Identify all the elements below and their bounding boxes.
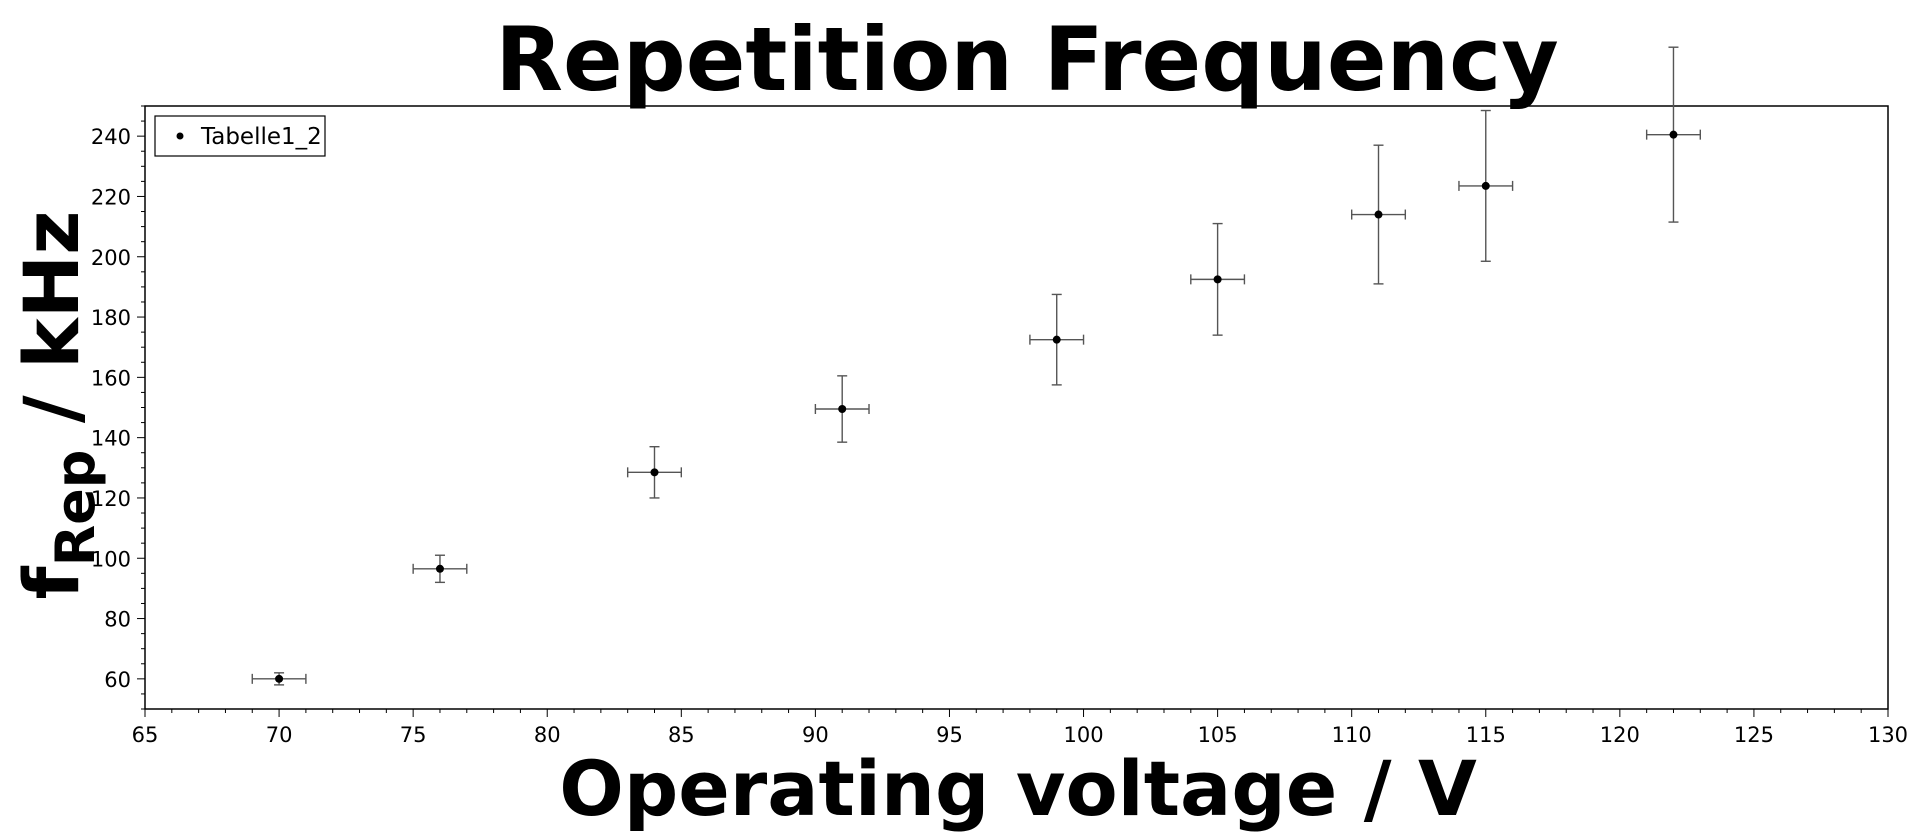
y-tick-label: 200 xyxy=(91,246,131,270)
y-axis-label: fRep / kHz xyxy=(7,211,107,600)
y-tick-label: 140 xyxy=(91,427,131,451)
data-point xyxy=(1190,222,1246,336)
y-axis-label-sub: Rep xyxy=(44,450,107,567)
plot-border xyxy=(144,105,1889,710)
x-tick-label: 105 xyxy=(1198,723,1238,747)
x-tick-label: 65 xyxy=(132,723,159,747)
data-point xyxy=(814,375,870,443)
x-tick-label: 85 xyxy=(668,723,695,747)
data-point xyxy=(412,554,468,584)
point-marker xyxy=(1374,210,1383,219)
data-points xyxy=(251,46,1701,686)
y-axis-label-main: f xyxy=(7,566,96,600)
x-tick-label: 110 xyxy=(1332,723,1372,747)
data-point xyxy=(1645,46,1701,223)
y-tick-label: 180 xyxy=(91,306,131,330)
x-tick-label: 100 xyxy=(1063,723,1103,747)
y-tick-label: 220 xyxy=(91,185,131,209)
x-tick-label: 70 xyxy=(266,723,293,747)
y-tick-label: 160 xyxy=(91,366,131,390)
y-tick-label: 120 xyxy=(91,487,131,511)
legend-marker xyxy=(176,132,184,140)
x-tick-label: 75 xyxy=(400,723,427,747)
data-point xyxy=(1350,144,1407,285)
x-tick-label: 125 xyxy=(1734,723,1774,747)
x-tick-label: 90 xyxy=(802,723,829,747)
x-axis-label: Operating voltage / V xyxy=(559,744,1477,833)
data-point xyxy=(626,445,683,499)
plot-area xyxy=(144,105,1889,710)
data-point xyxy=(1029,293,1085,386)
data-point xyxy=(251,672,307,686)
x-axis: 65 70 75 80 85 90 95 100 105 110 115 120 125 130 xyxy=(132,709,1908,747)
x-tick-label: 80 xyxy=(534,723,561,747)
point-marker xyxy=(275,674,284,683)
point-marker xyxy=(1213,275,1222,284)
point-marker xyxy=(1052,335,1061,344)
legend-entry: Tabelle1_2 xyxy=(200,124,322,150)
y-axis-label-unit: / kHz xyxy=(7,211,96,450)
point-marker xyxy=(1669,130,1678,139)
legend: Tabelle1_2 xyxy=(154,115,326,157)
point-marker xyxy=(838,405,847,414)
data-point xyxy=(1458,109,1514,262)
x-tick-label: 120 xyxy=(1600,723,1640,747)
y-tick-label: 60 xyxy=(104,668,131,692)
point-marker xyxy=(1481,181,1490,190)
y-axis: 60 80 100 120 140 160 180 200 220 240 xyxy=(91,105,145,710)
y-tick-label: 80 xyxy=(104,608,131,632)
y-tick-label: 240 xyxy=(91,125,131,149)
chart-title: Repetition Frequency xyxy=(495,8,1558,111)
x-tick-label: 130 xyxy=(1868,723,1908,747)
point-marker xyxy=(435,564,444,573)
point-marker xyxy=(650,468,659,477)
y-tick-label: 100 xyxy=(91,547,131,571)
x-tick-label: 115 xyxy=(1466,723,1506,747)
x-tick-label: 95 xyxy=(936,723,963,747)
